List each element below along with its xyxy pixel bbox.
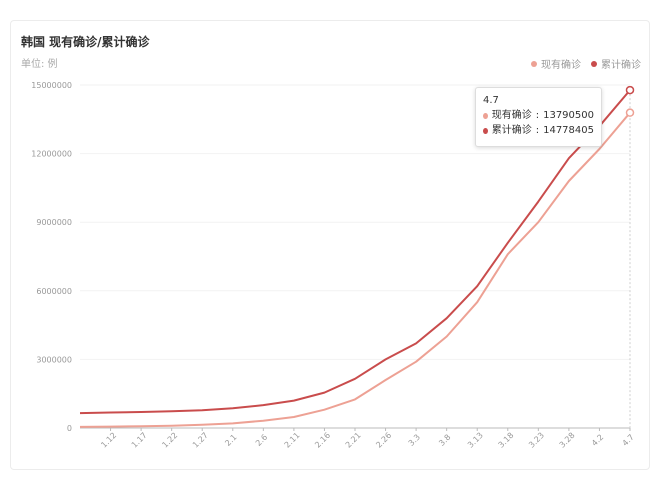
y-tick-label: 6000000	[36, 287, 72, 296]
y-tick-label: 0	[67, 424, 72, 433]
x-tick-label: 3.13	[466, 431, 485, 450]
series-line-current	[79, 112, 631, 428]
x-tick-label: 2.11	[283, 431, 302, 450]
legend-item-current[interactable]: 现有确诊	[531, 56, 581, 71]
y-tick-label: 12000000	[31, 150, 72, 159]
x-tick-label: 4.2	[590, 433, 605, 448]
y-tick-label: 15000000	[31, 81, 72, 90]
tooltip-sep-cumulative: :	[535, 125, 540, 136]
x-tick-label: 1.22	[160, 431, 179, 450]
x-tick-label: 3.18	[497, 431, 516, 450]
x-tick-label: 3.23	[527, 431, 546, 450]
legend-dot-current	[531, 60, 537, 67]
x-tick-label: 2.16	[313, 431, 332, 450]
x-tick-label: 2.6	[254, 433, 269, 448]
tooltip-row-cumulative: 累计确诊: 14778405	[483, 123, 594, 138]
x-tick-label: 4.7	[621, 433, 636, 448]
x-tick-label: 1.17	[130, 431, 149, 450]
tooltip-label-current: 现有确诊	[491, 110, 532, 121]
legend-dot-cumulative	[591, 60, 597, 67]
tooltip-row-current: 现有确诊: 13790500	[483, 108, 594, 123]
x-tick-label: 3.28	[558, 431, 577, 450]
y-tick-label: 9000000	[36, 218, 72, 227]
legend-item-cumulative[interactable]: 累计确诊	[591, 56, 641, 71]
chart-title: 韩国 现有确诊/累计确诊	[21, 35, 150, 49]
data-point-cumulative	[625, 85, 635, 95]
tooltip-value-current: 13790500	[543, 110, 594, 121]
y-tick-label: 3000000	[36, 355, 72, 364]
x-tick-label: 2.26	[374, 431, 393, 450]
x-tick-label: 3.8	[437, 433, 452, 448]
unit-label: 单位: 例	[21, 59, 58, 70]
tooltip-label-cumulative: 累计确诊	[491, 125, 532, 136]
x-tick-label: 2.1	[223, 433, 238, 448]
legend-label-current: 现有确诊	[541, 60, 581, 71]
tooltip-value-cumulative: 14778405	[543, 125, 594, 136]
x-tick-label: 1.27	[191, 431, 210, 450]
series-line-cumulative	[79, 89, 631, 415]
tooltip-dot-current	[483, 112, 488, 119]
tooltip: 4.7 现有确诊: 13790500 累计确诊: 14778405	[475, 87, 602, 147]
legend-label-cumulative: 累计确诊	[601, 60, 641, 71]
legend: 现有确诊 累计确诊	[531, 56, 641, 71]
x-tick-label: 2.21	[344, 431, 363, 450]
tooltip-date: 4.7	[483, 95, 499, 106]
x-tick-label: 1.12	[99, 431, 118, 450]
tooltip-sep-current: :	[535, 110, 540, 121]
data-point-current	[625, 108, 635, 117]
x-tick-label: 3.3	[407, 433, 422, 448]
tooltip-dot-cumulative	[483, 127, 488, 134]
